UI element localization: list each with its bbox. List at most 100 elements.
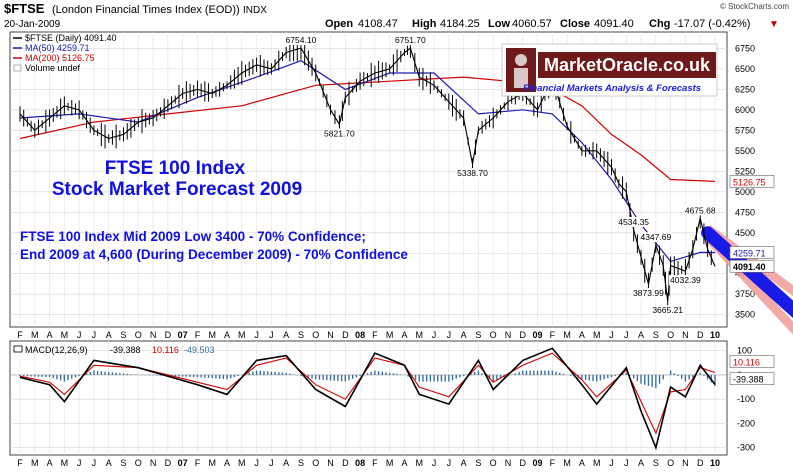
x-tick-label: J <box>269 458 274 468</box>
x-tick-label: O <box>135 330 142 340</box>
peak-label-bg <box>651 305 685 316</box>
x-tick-label: J <box>77 330 82 340</box>
logo-subtitle: Financial Markets Analysis & Forecasts <box>523 83 701 94</box>
x-tick-label: S <box>121 458 127 468</box>
y-tick-label: 4750 <box>735 207 755 217</box>
x-tick-label: S <box>121 330 127 340</box>
x-tick-label: M <box>238 458 246 468</box>
x-tick-label: 09 <box>533 330 543 340</box>
peak-label-bg <box>669 275 703 286</box>
peak-label-bg <box>394 35 428 46</box>
x-tick-label: M <box>593 458 601 468</box>
peak-label-bg <box>632 288 666 299</box>
y-tick-label: -300 <box>737 443 755 453</box>
right-axis-value-tags: 5126.75 4259.71 4091.40 10.116 -39.388 <box>729 175 775 385</box>
x-tick-label: M <box>208 330 216 340</box>
annotation-forecast-line2: End 2009 at 4,600 (During December 2009)… <box>20 247 408 262</box>
close-value: 4091.40 <box>594 18 634 30</box>
peak-label: 6751.70 <box>395 35 426 45</box>
macd-value-tag: -39.388 <box>733 375 764 385</box>
x-tick-label: J <box>254 330 259 340</box>
peak-label-bg <box>639 232 673 243</box>
x-tick-label: A <box>106 458 112 468</box>
x-tick-label: A <box>283 458 289 468</box>
ma50-value-tag: 4259.71 <box>733 248 766 258</box>
legend-label: MA(50) 4259.71 <box>25 43 90 53</box>
x-tick-label: N <box>682 458 689 468</box>
x-tick-label: M <box>386 458 394 468</box>
annotation-forecast-line1: FTSE 100 Index Mid 2009 Low 3400 - 70% C… <box>20 229 366 244</box>
market-oracle-logo: MarketOracle.co.uk Financial Markets Ana… <box>501 43 718 97</box>
signal-value-tag-box <box>729 355 775 368</box>
x-tick-label: D <box>520 458 527 468</box>
peak-label-bg <box>284 35 318 46</box>
low-value: 4060.57 <box>512 18 552 30</box>
high-value: 4184.25 <box>440 18 480 30</box>
price-layer <box>19 36 716 310</box>
x-tick-label: J <box>92 458 97 468</box>
x-tick-label: D <box>520 330 527 340</box>
macd-signal-line <box>19 352 716 435</box>
price-y-axis: 3500375040004250450047505000525055005750… <box>735 43 755 319</box>
x-tick-label: M <box>416 458 424 468</box>
peak-label: 4032.39 <box>670 275 701 285</box>
annotation-title-line2: Stock Market Forecast 2009 <box>52 179 302 200</box>
x-tick-label: N <box>150 458 157 468</box>
x-tick-label: 10 <box>710 458 720 468</box>
x-tick-label: D <box>697 330 704 340</box>
x-tick-label: O <box>312 458 319 468</box>
y-tick-label: 5000 <box>735 187 755 197</box>
x-tick-label: M <box>31 330 39 340</box>
x-tick-label: J <box>447 330 452 340</box>
x-tick-label: J <box>77 458 82 468</box>
close-label: Close <box>560 18 590 30</box>
x-tick-label: M <box>593 330 601 340</box>
close-value-tag: 4091.40 <box>733 262 766 272</box>
signal-value-tag: 10.116 <box>733 358 760 368</box>
x-tick-label: S <box>475 330 481 340</box>
x-tick-label: A <box>579 458 585 468</box>
x-tick-label: M <box>61 330 69 340</box>
chg-label: Chg <box>649 18 670 30</box>
x-tick-label: F <box>372 458 378 468</box>
x-tick-label: D <box>165 330 172 340</box>
x-tick-label: D <box>165 458 172 468</box>
macd-layer <box>19 347 716 451</box>
peak-label: 4347.69 <box>640 232 671 242</box>
annotation-title-line1: FTSE 100 Index <box>105 158 246 179</box>
open-label: Open <box>325 18 353 30</box>
x-tick-label: J <box>432 330 437 340</box>
x-tick-label: M <box>238 330 246 340</box>
x-tick-label: 08 <box>355 330 365 340</box>
legend-label: MA(200) 5126.75 <box>25 53 95 63</box>
price-x-axis: F M A M J J A S O N D 07 F M A M J J A S O N D 08 F M A M J J A S O N D 09 F… <box>17 330 720 340</box>
peak-label-bg <box>617 216 651 227</box>
y-tick-label: 3500 <box>735 310 755 320</box>
x-tick-label: N <box>682 330 689 340</box>
macd-legend: MACD(12,26,9) -39.388 10.116 -49.503 <box>13 345 215 355</box>
x-tick-label: A <box>461 458 467 468</box>
x-tick-label: A <box>106 330 112 340</box>
x-tick-label: 07 <box>178 458 188 468</box>
x-tick-label: F <box>372 330 378 340</box>
macd-hist-value: -49.503 <box>184 345 215 355</box>
x-tick-label: 08 <box>355 458 365 468</box>
ma200-value-tag-box <box>729 175 775 188</box>
x-tick-label: J <box>269 330 274 340</box>
x-tick-label: J <box>254 458 259 468</box>
peak-label: 4675.68 <box>685 205 716 215</box>
y-tick-label: 6000 <box>735 105 755 115</box>
x-tick-label: J <box>624 330 629 340</box>
macd-value-tag-box <box>729 372 775 385</box>
x-tick-label: F <box>550 330 556 340</box>
x-tick-label: S <box>475 458 481 468</box>
x-tick-label: D <box>342 458 349 468</box>
peak-label-bg <box>323 128 357 139</box>
y-tick-label: 4500 <box>735 228 755 238</box>
header-date: 20-Jan-2009 <box>4 19 61 30</box>
x-tick-label: A <box>401 330 407 340</box>
peak-label: 5338.70 <box>457 168 488 178</box>
x-tick-label: M <box>563 458 571 468</box>
chg-down-arrow-icon: ▼ <box>769 19 779 30</box>
